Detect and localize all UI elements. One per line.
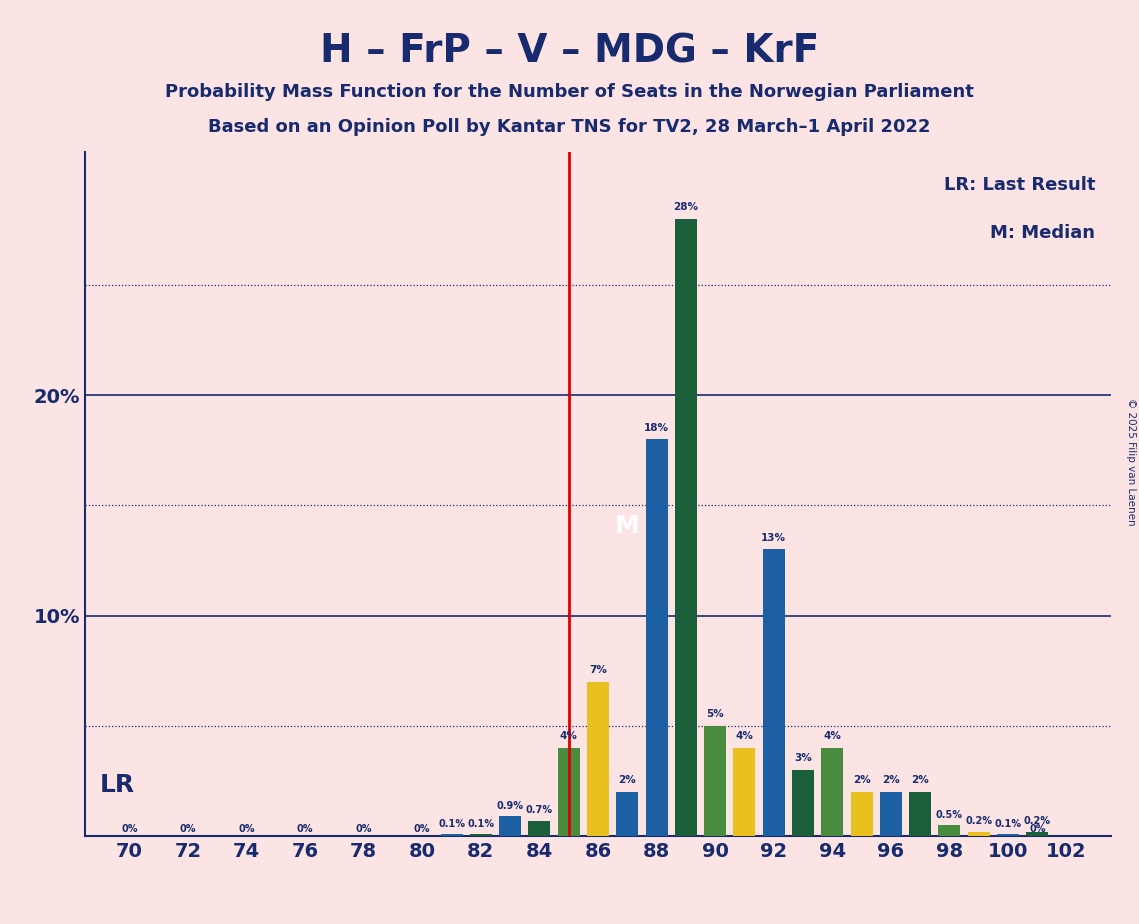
Bar <box>528 821 550 836</box>
Text: 4%: 4% <box>736 732 753 741</box>
Bar <box>646 439 667 836</box>
Text: 7%: 7% <box>589 665 607 675</box>
Text: Probability Mass Function for the Number of Seats in the Norwegian Parliament: Probability Mass Function for the Number… <box>165 83 974 101</box>
Bar <box>441 834 462 836</box>
Text: 0.2%: 0.2% <box>1024 816 1051 826</box>
Bar <box>909 792 932 836</box>
Text: 18%: 18% <box>644 422 669 432</box>
Text: Based on an Opinion Poll by Kantar TNS for TV2, 28 March–1 April 2022: Based on an Opinion Poll by Kantar TNS f… <box>208 118 931 136</box>
Bar <box>821 748 843 836</box>
Text: 3%: 3% <box>794 753 812 763</box>
Bar <box>704 726 727 836</box>
Bar <box>499 817 522 836</box>
Bar <box>587 682 609 836</box>
Text: M: M <box>615 515 640 539</box>
Text: © 2025 Filip van Laenen: © 2025 Filip van Laenen <box>1126 398 1136 526</box>
Bar <box>939 825 960 836</box>
Text: 0%: 0% <box>1029 823 1046 833</box>
Text: 0%: 0% <box>297 823 313 833</box>
Bar <box>558 748 580 836</box>
Text: 0.5%: 0.5% <box>936 809 962 820</box>
Bar <box>763 550 785 836</box>
Text: 0.1%: 0.1% <box>994 819 1022 829</box>
Text: 0%: 0% <box>180 823 196 833</box>
Bar <box>968 832 990 836</box>
Bar <box>997 834 1019 836</box>
Text: H – FrP – V – MDG – KrF: H – FrP – V – MDG – KrF <box>320 32 819 70</box>
Bar <box>792 770 814 836</box>
Text: 13%: 13% <box>761 533 786 543</box>
Text: 0%: 0% <box>413 823 431 833</box>
Text: 0.1%: 0.1% <box>439 819 465 829</box>
Bar <box>734 748 755 836</box>
Text: 0.7%: 0.7% <box>526 806 552 815</box>
Text: 2%: 2% <box>618 775 637 785</box>
Text: 2%: 2% <box>911 775 929 785</box>
Bar <box>1026 832 1048 836</box>
Text: 4%: 4% <box>823 732 842 741</box>
Text: 5%: 5% <box>706 710 724 719</box>
Text: 0.2%: 0.2% <box>965 816 992 826</box>
Text: 2%: 2% <box>853 775 870 785</box>
Text: 4%: 4% <box>559 732 577 741</box>
Text: 0%: 0% <box>121 823 138 833</box>
Bar <box>851 792 872 836</box>
Text: 0.1%: 0.1% <box>467 819 494 829</box>
Text: LR: Last Result: LR: Last Result <box>943 176 1096 194</box>
Bar <box>675 219 697 836</box>
Text: 0.9%: 0.9% <box>497 801 524 811</box>
Text: 0%: 0% <box>355 823 372 833</box>
Text: 0%: 0% <box>238 823 255 833</box>
Text: LR: LR <box>100 772 136 796</box>
Bar <box>616 792 638 836</box>
Text: 28%: 28% <box>673 202 698 212</box>
Text: 2%: 2% <box>882 775 900 785</box>
Bar <box>880 792 902 836</box>
Bar <box>470 834 492 836</box>
Text: M: Median: M: Median <box>990 225 1096 242</box>
